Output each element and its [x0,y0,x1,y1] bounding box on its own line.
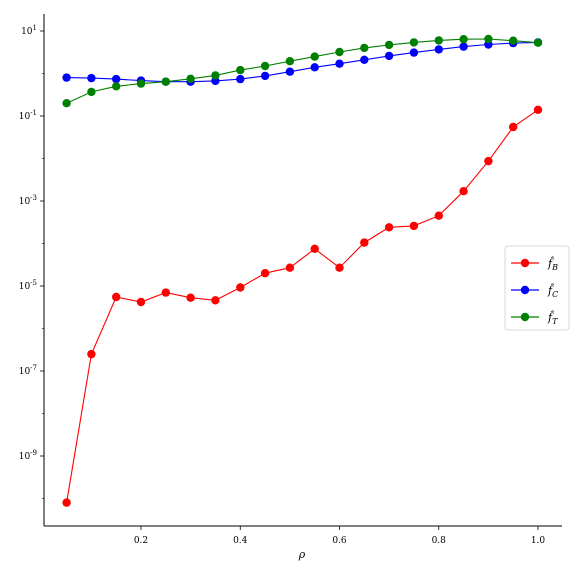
data-point-T [335,47,344,57]
data-point-B [260,269,270,278]
y-tick-label: 10-3 [19,194,37,207]
legend-marker-T [520,312,530,322]
data-point-T [360,43,369,53]
data-point-T [62,99,71,108]
data-point-C [236,74,245,84]
legend: f̂B f̂C f̂T [504,245,570,331]
data-point-B [87,349,96,359]
axes: 0.2 0.4 0.6 0.8 1.0 10-9 10-7 10-5 10-3 10-1 101 [19,14,562,546]
data-point-T [236,65,245,75]
data-point-T [260,61,270,71]
data-point-C [459,42,468,51]
series-line-T [66,38,539,104]
data-point-B [62,498,71,507]
y-tick-label: 10-5 [19,279,37,292]
data-point-B [236,283,245,292]
data-point-T [87,87,96,97]
y-tick-label: 10-7 [19,364,37,377]
data-point-T [136,79,146,88]
data-point-B [335,263,344,272]
y-tick-label: 101 [21,24,37,37]
data-point-B [285,263,295,272]
data-point-C [62,73,71,82]
data-point-T [484,34,493,44]
legend-box [504,245,570,331]
data-point-B [112,292,121,302]
data-point-B [409,221,419,231]
data-point-C [285,67,295,76]
x-tick-label: 1.0 [531,536,546,546]
legend-label-T: f̂T [547,311,558,326]
data-point-B [136,297,146,307]
data-point-B [360,238,369,247]
y-tick-label: 10-9 [19,449,37,462]
data-point-C [335,59,344,68]
data-point-T [310,52,319,61]
data-point-T [459,35,468,44]
data-point-B [484,156,493,166]
data-point-T [509,36,518,45]
data-point-B [533,105,543,115]
legend-label-B: f̂B [547,257,558,272]
data-point-T [161,77,170,86]
data-point-T [112,82,121,91]
x-tick-label: 0.8 [432,536,447,546]
data-point-C [409,48,419,57]
data-point-T [285,57,295,66]
data-point-B [310,244,319,253]
data-point-C [310,63,319,72]
x-tick-label: 0.4 [233,536,248,546]
data-point-B [161,288,170,297]
data-point-B [434,211,443,220]
x-tick-label: 0.6 [332,536,347,546]
data-point-B [509,122,518,132]
data-point-T [186,74,195,84]
data-point-B [384,223,394,232]
data-point-B [459,187,468,196]
x-tick-label: 0.2 [134,536,148,546]
data-point-T [409,38,419,47]
data-point-T [211,71,220,80]
series-line-B [66,109,539,503]
data-point-C [260,71,270,81]
data-point-C [360,55,369,64]
data-point-T [533,38,543,47]
data-point-T [384,40,394,50]
data-point-C [87,73,96,83]
data-point-C [112,74,121,84]
legend-label-C: f̂C [547,284,558,299]
data-point-C [384,51,394,61]
y-tick-label: 10-1 [19,109,37,122]
data-point-B [211,296,220,305]
data-point-T [434,36,443,45]
plot-area [62,34,543,507]
legend-marker-B [520,258,530,268]
data-point-C [434,45,443,54]
x-axis-label: ρ [298,548,306,561]
legend-marker-C [520,285,530,295]
data-point-B [186,293,195,302]
